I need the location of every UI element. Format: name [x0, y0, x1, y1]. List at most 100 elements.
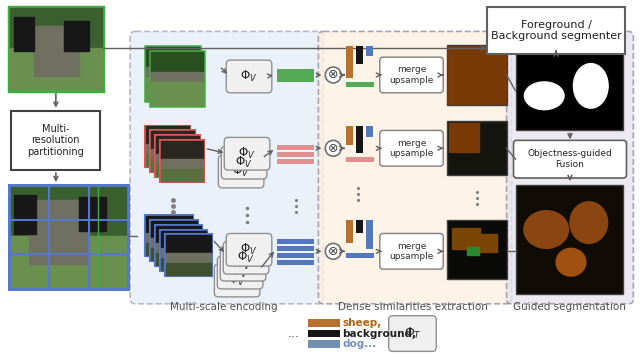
- FancyBboxPatch shape: [224, 137, 270, 170]
- Bar: [276, 159, 314, 164]
- Bar: [346, 126, 353, 145]
- Bar: [146, 77, 198, 100]
- Text: Multi-scale encoding: Multi-scale encoding: [170, 302, 278, 312]
- Bar: [449, 75, 484, 103]
- Bar: [346, 220, 353, 243]
- Bar: [151, 82, 204, 105]
- Ellipse shape: [524, 82, 564, 110]
- Text: sheep,: sheep,: [342, 318, 381, 328]
- Text: merge
upsample: merge upsample: [389, 242, 434, 261]
- Bar: [146, 243, 191, 255]
- Bar: [156, 243, 202, 253]
- FancyBboxPatch shape: [507, 31, 634, 304]
- Bar: [12, 111, 100, 170]
- FancyBboxPatch shape: [513, 140, 627, 178]
- Text: $\Phi_V$: $\Phi_V$: [232, 265, 249, 280]
- FancyBboxPatch shape: [214, 264, 260, 297]
- Text: ⊗: ⊗: [328, 69, 339, 81]
- Bar: [166, 236, 211, 253]
- Circle shape: [325, 67, 341, 83]
- Bar: [151, 221, 196, 238]
- Bar: [366, 126, 373, 137]
- Bar: [447, 45, 507, 105]
- Text: Foreground /
Background segmenter: Foreground / Background segmenter: [491, 20, 621, 41]
- Bar: [452, 227, 480, 249]
- Bar: [308, 330, 340, 337]
- Bar: [10, 7, 102, 49]
- Bar: [156, 136, 198, 154]
- Bar: [366, 220, 373, 249]
- Bar: [156, 154, 198, 164]
- Bar: [146, 216, 191, 233]
- Bar: [449, 122, 479, 152]
- Bar: [467, 247, 479, 255]
- Bar: [155, 225, 202, 266]
- Bar: [346, 46, 353, 78]
- Text: $\Phi_V$: $\Phi_V$: [240, 69, 258, 84]
- Bar: [276, 145, 314, 150]
- FancyBboxPatch shape: [227, 60, 272, 93]
- Text: merge
upsample: merge upsample: [389, 65, 434, 85]
- Bar: [14, 195, 36, 235]
- Bar: [29, 200, 88, 264]
- Bar: [146, 126, 189, 144]
- Bar: [161, 159, 204, 169]
- Text: dog...: dog...: [342, 340, 376, 350]
- Bar: [276, 246, 314, 251]
- Text: $\Phi_V$: $\Phi_V$: [240, 242, 258, 257]
- Bar: [145, 46, 200, 101]
- Bar: [156, 164, 198, 176]
- Bar: [161, 141, 204, 159]
- FancyBboxPatch shape: [218, 155, 264, 188]
- Bar: [447, 220, 507, 279]
- Bar: [160, 230, 207, 271]
- Bar: [150, 51, 204, 106]
- Bar: [160, 140, 204, 182]
- Text: $\Phi_V$: $\Phi_V$: [236, 155, 253, 170]
- Bar: [449, 47, 504, 75]
- Bar: [356, 126, 363, 153]
- Bar: [151, 131, 193, 149]
- Text: $\Phi_V$: $\Phi_V$: [232, 164, 250, 178]
- Text: $\Phi_V$: $\Phi_V$: [234, 257, 252, 272]
- Circle shape: [325, 140, 341, 156]
- Bar: [156, 253, 202, 265]
- FancyBboxPatch shape: [380, 57, 443, 93]
- Text: ⊗: ⊗: [328, 245, 339, 258]
- FancyBboxPatch shape: [220, 248, 266, 281]
- Bar: [150, 130, 195, 172]
- Bar: [10, 186, 127, 237]
- Bar: [155, 135, 200, 177]
- Bar: [34, 26, 79, 76]
- Bar: [356, 46, 363, 64]
- Bar: [276, 260, 314, 265]
- Text: ⊗: ⊗: [328, 142, 339, 155]
- Bar: [10, 185, 128, 289]
- Ellipse shape: [573, 64, 608, 108]
- FancyBboxPatch shape: [130, 31, 323, 304]
- Bar: [346, 157, 374, 162]
- Ellipse shape: [524, 211, 568, 248]
- Bar: [146, 233, 191, 243]
- Bar: [165, 235, 212, 276]
- Bar: [150, 220, 198, 261]
- Bar: [161, 169, 204, 181]
- Bar: [166, 263, 211, 275]
- Bar: [308, 341, 340, 348]
- Bar: [145, 215, 193, 256]
- Text: $\Phi_V$: $\Phi_V$: [238, 146, 256, 161]
- Bar: [276, 253, 314, 258]
- Bar: [161, 258, 207, 270]
- Text: Guided segmentation: Guided segmentation: [513, 302, 625, 312]
- Text: Dense similarities extraction: Dense similarities extraction: [337, 302, 488, 312]
- Bar: [146, 47, 198, 67]
- Bar: [161, 231, 207, 248]
- Bar: [151, 248, 196, 260]
- Bar: [64, 21, 88, 51]
- Bar: [151, 72, 204, 82]
- FancyBboxPatch shape: [218, 256, 263, 289]
- Text: $\Phi_V$: $\Phi_V$: [237, 250, 255, 265]
- Circle shape: [325, 243, 341, 259]
- FancyBboxPatch shape: [318, 31, 511, 304]
- Bar: [156, 226, 202, 243]
